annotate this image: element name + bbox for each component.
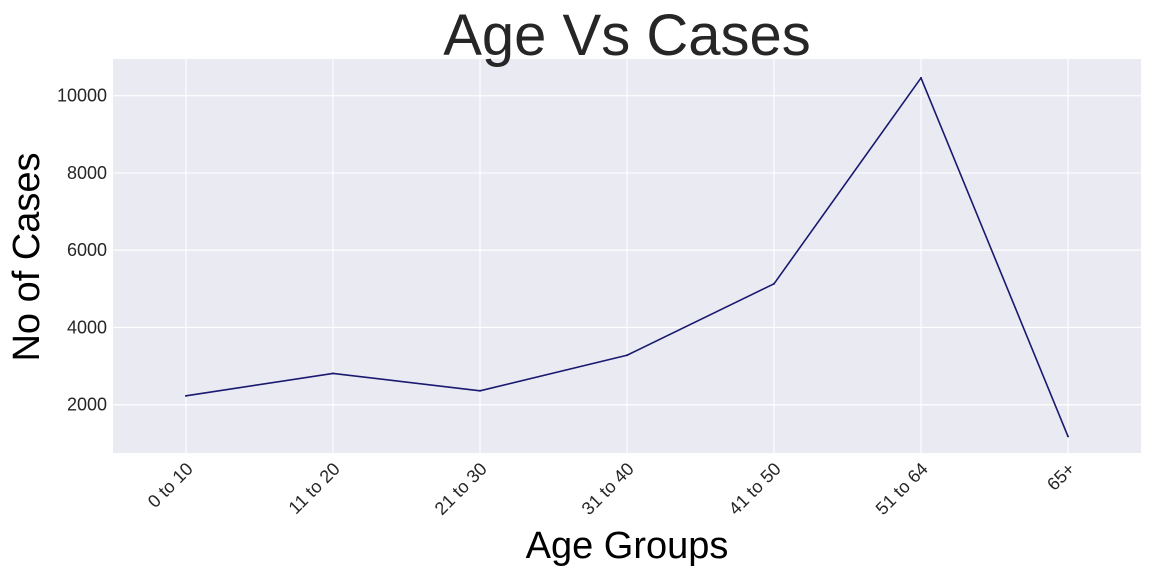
data-point <box>773 282 775 285</box>
y-tick-label: 8000 <box>67 163 107 183</box>
y-tick-label: 2000 <box>67 395 107 415</box>
y-axis-label: No of Cases <box>6 152 48 361</box>
data-point <box>920 76 922 79</box>
x-tick-label: 51 to 64 <box>872 459 932 519</box>
x-tick-label: 41 to 50 <box>725 459 785 519</box>
chart-title: Age Vs Cases <box>443 3 811 68</box>
data-point <box>185 394 187 397</box>
data-point <box>479 389 481 392</box>
data-point <box>626 354 628 357</box>
data-point <box>1067 435 1069 438</box>
y-tick-label: 10000 <box>57 86 107 106</box>
x-axis-label: Age Groups <box>526 525 729 567</box>
x-tick-label: 21 to 30 <box>431 459 491 519</box>
x-tick-label: 0 to 10 <box>144 459 197 512</box>
x-tick-label: 65+ <box>1043 459 1079 495</box>
grid-lines <box>113 59 1141 453</box>
x-tick-label: 11 to 20 <box>285 459 344 518</box>
x-axis-ticks: 0 to 10 11 to 20 21 to 30 31 to 40 41 to 50 5… <box>144 459 1079 519</box>
y-tick-label: 6000 <box>67 240 107 260</box>
data-point <box>332 372 334 375</box>
series-group <box>185 76 1069 438</box>
x-tick-label: 31 to 40 <box>578 459 638 519</box>
y-axis-ticks: 2000 4000 6000 8000 10000 <box>57 86 107 415</box>
y-tick-label: 4000 <box>67 317 107 337</box>
